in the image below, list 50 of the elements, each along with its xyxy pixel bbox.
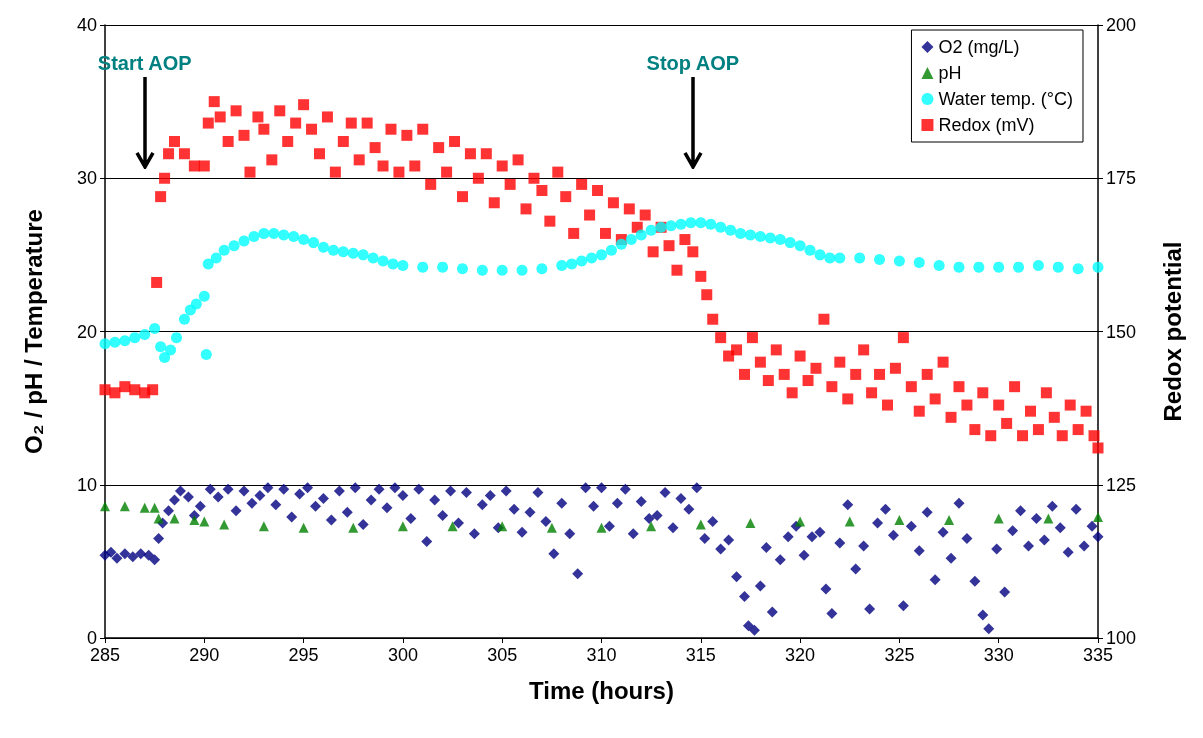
x-tick-label: 325 (884, 645, 915, 665)
x-tick-label: 330 (983, 645, 1014, 665)
y-axis-title: O₂ / pH / Temperature (19, 209, 47, 454)
point (169, 513, 180, 524)
point (139, 502, 150, 513)
point (119, 501, 130, 512)
point (258, 521, 269, 532)
legend-label: pH (938, 63, 962, 83)
x-tick-label: 305 (487, 645, 518, 665)
y-tick-label: 40 (76, 15, 97, 35)
x-axis-title: Time (hours) (529, 676, 674, 704)
point (298, 522, 309, 533)
point (646, 521, 657, 532)
y2-axis-title: Redox potential (1158, 241, 1186, 422)
y2-tick-label: 200 (1106, 15, 1137, 35)
point (894, 515, 905, 525)
point (546, 522, 557, 533)
y2-tick-label: 125 (1106, 474, 1137, 495)
legend-label: Water temp. (°C) (938, 89, 1073, 109)
point (348, 522, 359, 533)
point (695, 519, 706, 530)
y-tick-label: 20 (76, 321, 97, 342)
x-tick-label: 285 (89, 645, 121, 665)
y2-tick-label: 175 (1106, 168, 1137, 189)
point (100, 501, 110, 512)
point (219, 519, 230, 530)
y2-tick-label: 150 (1106, 321, 1137, 342)
y2-tick-label: 100 (1106, 628, 1137, 648)
y-tick-label: 10 (76, 474, 97, 495)
point (199, 516, 210, 527)
x-tick-label: 335 (1082, 645, 1114, 665)
point (149, 502, 160, 513)
point (993, 513, 1004, 524)
point (1093, 511, 1103, 522)
point (397, 521, 408, 532)
y-tick-label: 0 (86, 628, 97, 648)
point (745, 518, 756, 529)
y-tick-label: 30 (76, 168, 97, 189)
x-tick-label: 290 (189, 645, 220, 665)
x-tick-label: 310 (586, 645, 617, 665)
point (1043, 513, 1054, 524)
point (844, 516, 855, 527)
x-tick-label: 300 (387, 645, 418, 665)
legend-label: Redox (mV) (938, 115, 1035, 135)
point (944, 515, 955, 525)
ref-line-label: Stop AOP (646, 52, 740, 75)
x-tick-label: 315 (685, 645, 716, 665)
x-tick-label: 295 (288, 645, 319, 665)
x-tick-label: 320 (785, 645, 816, 665)
legend-label: O2 (mg/L) (938, 37, 1020, 57)
